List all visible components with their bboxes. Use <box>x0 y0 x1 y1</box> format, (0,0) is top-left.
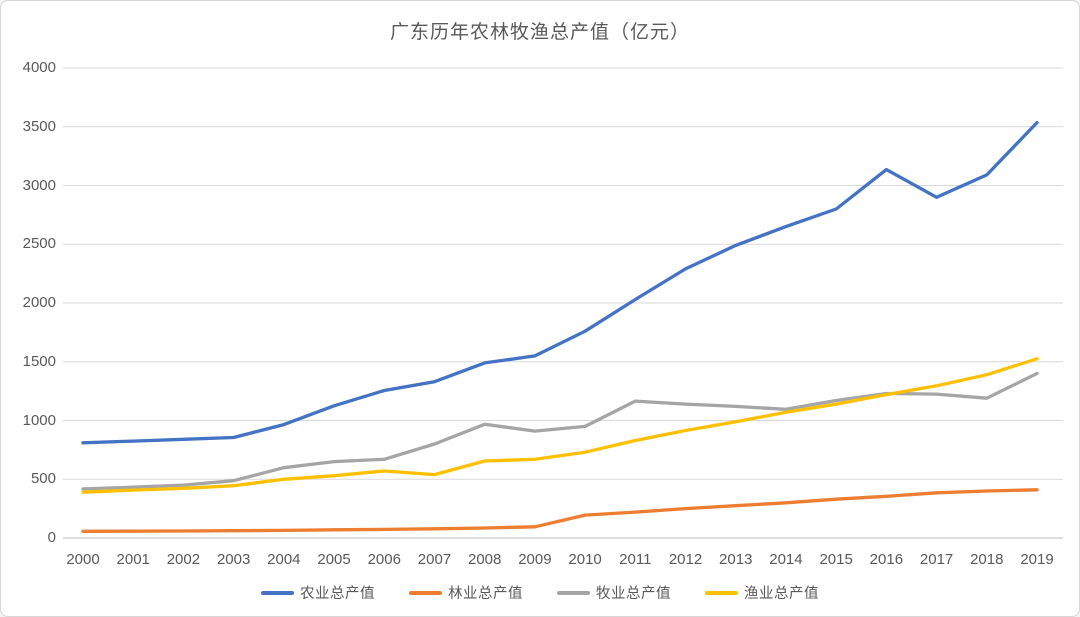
x-tick-label: 2011 <box>619 551 652 568</box>
legend-label: 牧业总产值 <box>596 586 671 602</box>
x-tick-label: 2005 <box>317 551 351 568</box>
legend-item-forestry: 林业总产值 <box>409 582 523 603</box>
y-tick-label: 1000 <box>22 411 56 429</box>
legend-label: 农业总产值 <box>300 586 375 602</box>
x-tick-label: 2019 <box>1020 551 1054 568</box>
legend-item-agriculture: 农业总产值 <box>261 582 375 603</box>
series-line-agriculture <box>81 120 1039 445</box>
x-tick-label: 2008 <box>467 551 502 568</box>
series-line-fishery <box>81 357 1039 494</box>
legend: 农业总产值 林业总产值 牧业总产值 渔业总产值 <box>1 582 1079 603</box>
x-tick-label: 2009 <box>518 551 552 568</box>
x-tick-label: 2007 <box>417 551 452 568</box>
legend-swatch-icon <box>705 590 738 595</box>
legend-item-animal-husbandry: 牧业总产值 <box>557 582 671 603</box>
y-tick-label: 4000 <box>22 59 56 76</box>
x-tick-label: 2003 <box>216 551 251 568</box>
y-tick-label: 2500 <box>22 235 56 253</box>
x-tick-label: 2016 <box>869 551 904 568</box>
series-line-forestry <box>81 488 1039 533</box>
legend-item-fishery: 渔业总产值 <box>705 582 819 603</box>
legend-swatch-icon <box>409 590 442 595</box>
y-tick-label: 500 <box>30 470 56 488</box>
x-tick-label: 2002 <box>166 551 201 568</box>
x-tick-label: 2014 <box>769 551 803 568</box>
legend-label: 林业总产值 <box>448 586 523 602</box>
x-tick-label: 2012 <box>668 551 703 568</box>
y-tick-label: 3500 <box>22 117 56 135</box>
x-tick-label: 2017 <box>919 551 954 568</box>
x-tick-label: 2006 <box>367 551 401 568</box>
series-line-animal-husbandry <box>81 371 1039 491</box>
legend-swatch-icon <box>557 590 590 595</box>
x-tick-label: 2010 <box>568 551 602 568</box>
x-tick-label: 2000 <box>66 551 100 568</box>
x-tick-label: 2015 <box>819 551 853 568</box>
x-tick-label: 2018 <box>970 551 1004 568</box>
y-tick-label: 1500 <box>22 352 56 370</box>
legend-swatch-icon <box>261 590 294 595</box>
x-tick-label: 2004 <box>267 551 301 568</box>
chart-title: 广东历年农林牧渔总产值（亿元） <box>389 22 690 43</box>
y-tick-label: 2000 <box>22 294 56 311</box>
x-tick-label: 2001 <box>116 551 150 568</box>
legend-label: 渔业总产值 <box>744 586 819 602</box>
x-tick-label: 2013 <box>719 551 753 568</box>
y-tick-label: 3000 <box>22 176 56 194</box>
y-tick-label: 0 <box>47 529 56 546</box>
